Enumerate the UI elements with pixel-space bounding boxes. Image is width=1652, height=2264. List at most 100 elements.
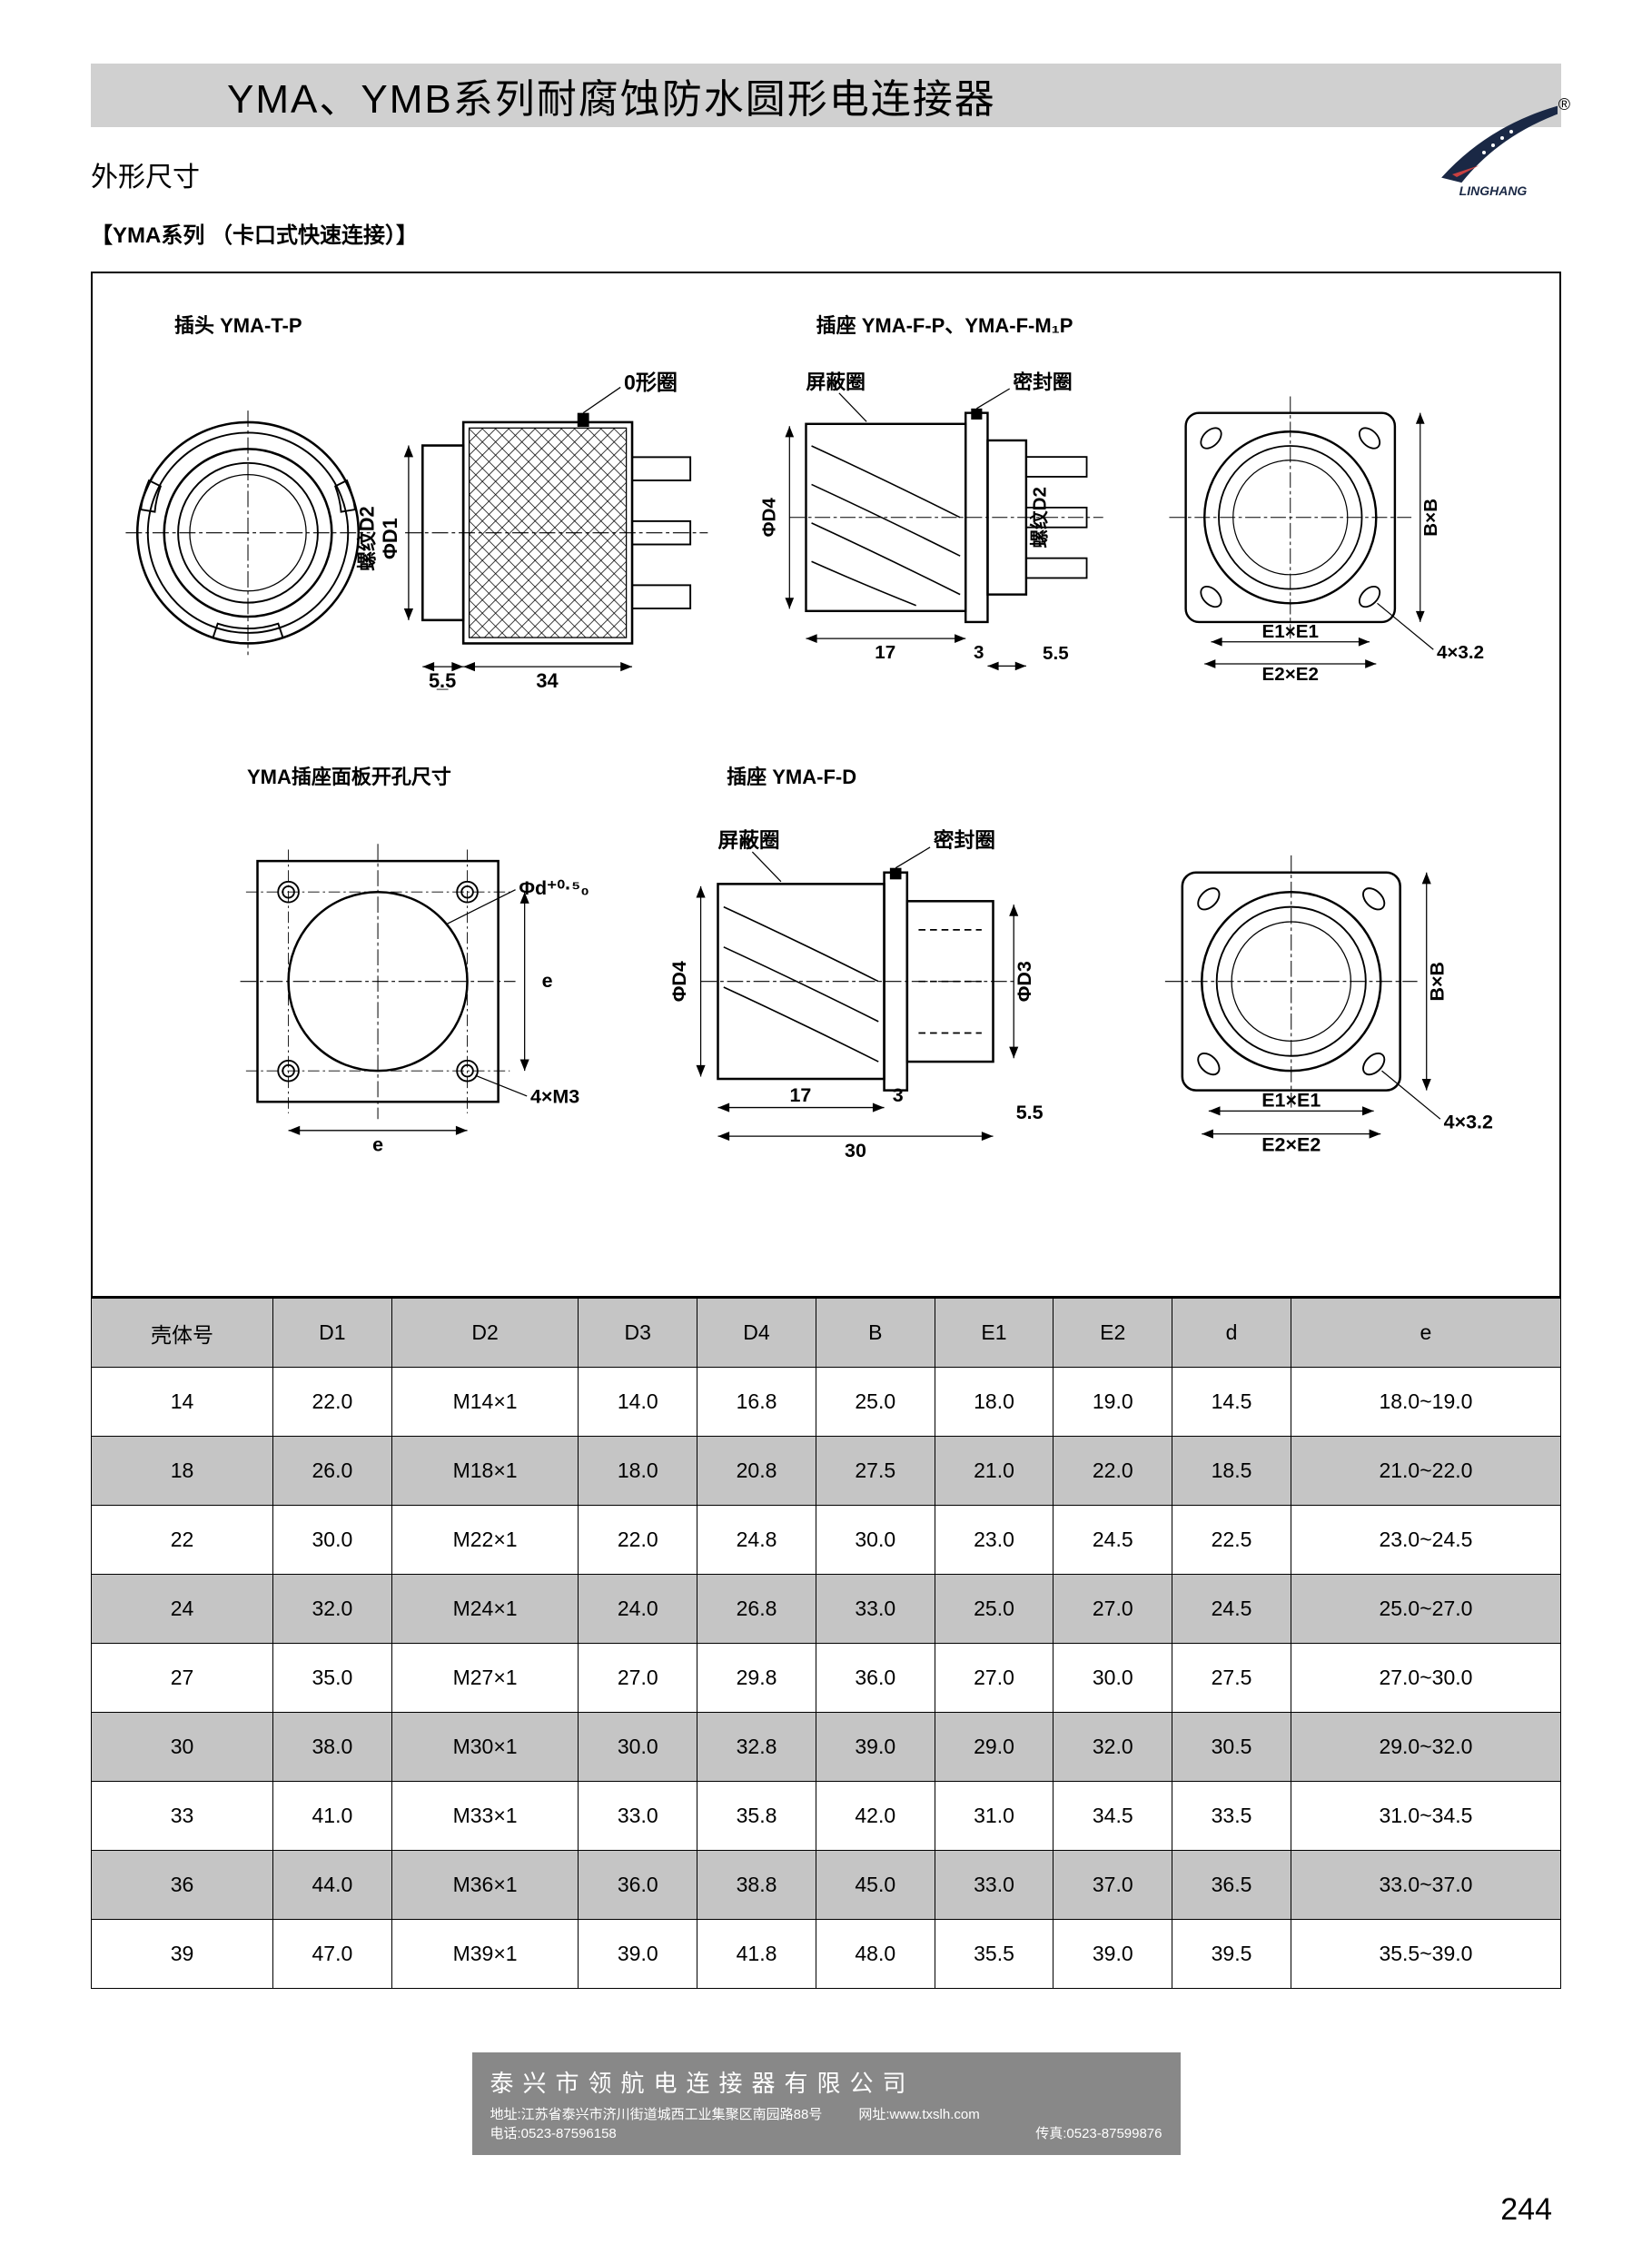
table-cell: 30.0 [579, 1713, 697, 1782]
table-header-cell: B [816, 1299, 935, 1368]
table-cell: 45.0 [816, 1851, 935, 1920]
table-cell: 27 [92, 1644, 273, 1713]
table-cell: 36 [92, 1851, 273, 1920]
table-cell: 41.8 [697, 1920, 816, 1989]
table-cell: 26.0 [273, 1437, 392, 1506]
table-row: 2432.0M24×124.026.833.025.027.024.525.0~… [92, 1575, 1561, 1644]
table-cell: 29.0 [935, 1713, 1054, 1782]
d2-dim: 螺纹D2 [355, 506, 378, 570]
table-cell: 33.0~37.0 [1291, 1851, 1560, 1920]
table-cell: 18.5 [1172, 1437, 1291, 1506]
table-cell: 37.0 [1054, 1851, 1172, 1920]
footer-band: 泰兴市领航电连接器有限公司 地址:江苏省泰兴市济川街道城西工业集聚区南园路88号… [472, 2052, 1181, 2155]
table-cell: M33×1 [391, 1782, 579, 1851]
table-cell: 24.5 [1054, 1506, 1172, 1575]
d1-dim: ΦD1 [379, 518, 401, 559]
table-cell: M30×1 [391, 1713, 579, 1782]
shield-callout-d: 屏蔽圈 [718, 828, 780, 852]
socket-d-title: 插座 YMA-F-D [727, 761, 1532, 790]
table-cell: 14 [92, 1368, 273, 1437]
company-name: 泰兴市领航电连接器有限公司 [490, 2065, 1162, 2099]
d4-dim: ΦD4 [762, 498, 780, 538]
table-cell: 23.0 [935, 1506, 1054, 1575]
table-cell: 32.0 [273, 1575, 392, 1644]
page-number: 244 [1500, 2192, 1552, 2228]
table-cell: 27.0 [935, 1644, 1054, 1713]
table-cell: 24.8 [697, 1506, 816, 1575]
table-cell: 32.8 [697, 1713, 816, 1782]
diagram-container: 插头 YMA-T-P [91, 272, 1561, 1298]
table-cell: 24.0 [579, 1575, 697, 1644]
table-cell: 33.0 [816, 1575, 935, 1644]
socket-p-title: 插座 YMA-F-P、YMA-F-M₁P [816, 310, 1532, 339]
table-cell: 35.5 [935, 1920, 1054, 1989]
table-cell: 14.0 [579, 1368, 697, 1437]
table-cell: 18 [92, 1437, 273, 1506]
table-row: 2735.0M27×127.029.836.027.030.027.527.0~… [92, 1644, 1561, 1713]
table-cell: 44.0 [273, 1851, 392, 1920]
w3-dim: 5.5 [1043, 643, 1069, 664]
table-cell: 23.0~24.5 [1291, 1506, 1560, 1575]
table-cell: 35.5~39.0 [1291, 1920, 1560, 1989]
table-row: 3341.0M33×133.035.842.031.034.533.531.0~… [92, 1782, 1561, 1851]
table-cell: 32.0 [1054, 1713, 1172, 1782]
svg-text:—: — [437, 681, 449, 695]
e2-dim: E2×E2 [1261, 664, 1318, 682]
d-dim: Φd⁺⁰·⁵₀ [519, 876, 589, 898]
panel-title: YMA插座面板开孔尺寸 [247, 761, 636, 790]
b-dim-d: B×B [1427, 961, 1449, 1001]
seal-callout: 密封圈 [1013, 371, 1072, 393]
logo-text: LINGHANG [1459, 183, 1528, 198]
table-cell: 36.0 [579, 1851, 697, 1920]
table-cell: 25.0 [935, 1575, 1054, 1644]
table-cell: 27.5 [1172, 1644, 1291, 1713]
table-row: 3038.0M30×130.032.839.029.032.030.529.0~… [92, 1713, 1561, 1782]
table-header-cell: 壳体号 [92, 1299, 273, 1368]
d3-dim: ΦD3 [1014, 961, 1035, 1002]
w2-dim-d: 3 [893, 1084, 904, 1106]
table-header-cell: E2 [1054, 1299, 1172, 1368]
table-row: 1826.0M18×118.020.827.521.022.018.521.0~… [92, 1437, 1561, 1506]
table-cell: 39.0 [1054, 1920, 1172, 1989]
e-v-dim: e [542, 970, 553, 992]
table-cell: M39×1 [391, 1920, 579, 1989]
table-cell: 24.5 [1172, 1575, 1291, 1644]
table-cell: 33.0 [935, 1851, 1054, 1920]
d2-dim: 螺纹D2 [1028, 487, 1050, 549]
socket-d-drawing: 屏蔽圈 密封圈 ΦD4 ΦD3 [672, 804, 1532, 1171]
table-cell: 39.0 [579, 1920, 697, 1989]
plug-drawing: 0形圈 ΦD1 螺纹D2 5.5 — 34 [120, 352, 726, 702]
w1-dim: 17 [875, 642, 895, 663]
table-cell: 47.0 [273, 1920, 392, 1989]
socket-p-drawing: 屏蔽圈 密封圈 ΦD4 螺纹D2 17 [762, 352, 1532, 683]
table-cell: 22.0 [579, 1506, 697, 1575]
w4-dim-d: 30 [845, 1139, 866, 1161]
table-cell: 25.0 [816, 1368, 935, 1437]
w2-dim: 34 [536, 669, 558, 692]
footer-fax: 传真:0523-87599876 [1035, 2123, 1162, 2142]
table-cell: M36×1 [391, 1851, 579, 1920]
table-header-cell: e [1291, 1299, 1560, 1368]
e1-dim-d: E1×E1 [1261, 1089, 1321, 1111]
b-dim: B×B [1420, 499, 1441, 537]
table-cell: 27.5 [816, 1437, 935, 1506]
table-header-row: 壳体号D1D2D3D4BE1E2de [92, 1299, 1561, 1368]
table-cell: 31.0 [935, 1782, 1054, 1851]
oring-callout: 0形圈 [624, 371, 678, 394]
e1-dim: E1×E1 [1261, 621, 1318, 642]
d4-dim-d: ΦD4 [672, 961, 690, 1002]
table-cell: 26.8 [697, 1575, 816, 1644]
table-cell: M18×1 [391, 1437, 579, 1506]
table-cell: 29.8 [697, 1644, 816, 1713]
table-cell: 22.0 [1054, 1437, 1172, 1506]
brand-logo: LINGHANG [1425, 100, 1561, 200]
panel-drawing: Φd⁺⁰·⁵₀ e 4×M3 e [120, 804, 636, 1171]
series-label: 【YMA系列 （卡口式快速连接）】 [91, 217, 1652, 249]
plug-title: 插头 YMA-T-P [174, 310, 726, 339]
w2-dim: 3 [974, 642, 984, 663]
shield-callout: 屏蔽圈 [806, 371, 865, 393]
table-cell: 22 [92, 1506, 273, 1575]
table-header-cell: D1 [273, 1299, 392, 1368]
table-cell: 36.0 [816, 1644, 935, 1713]
table-cell: 19.0 [1054, 1368, 1172, 1437]
